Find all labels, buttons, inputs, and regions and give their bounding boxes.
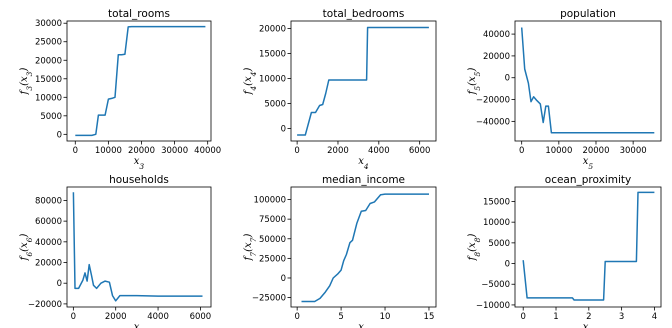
x-tick-label: 2 — [586, 312, 591, 322]
chart-title: ocean_proximity — [545, 174, 631, 186]
subplot-median-income: median_income 0 5 10 15 −25000 0 25000 50000 7500… — [243, 174, 437, 328]
y-tick-label: 5000 — [40, 112, 62, 122]
y-tick-label: 10000 — [259, 75, 286, 85]
y-tick-label: 10000 — [483, 218, 510, 228]
chart-title: median_income — [322, 174, 405, 186]
x-axis-label: x5 — [583, 156, 594, 171]
series-line — [301, 193, 429, 303]
chart-title: total_bedrooms — [323, 8, 405, 20]
x-tick-label: 3 — [619, 312, 624, 322]
y-axis-label: f4(x4) — [243, 68, 258, 96]
x-tick-label: 10000 — [545, 146, 572, 156]
y-tick-label: 0 — [505, 260, 510, 270]
y-tick-label: 80000 — [35, 196, 62, 206]
y-tick-label: 15000 — [35, 75, 62, 85]
y-axis-label: f8(x8) — [467, 234, 482, 262]
y-tick-label: 25000 — [35, 38, 62, 48]
x-tick-label: 20000 — [128, 146, 155, 156]
y-tick-label: 25000 — [259, 254, 286, 264]
x-axis-label: x7 — [358, 322, 369, 328]
y-axis-label: f7(x7) — [243, 234, 258, 262]
y-tick-label: 100000 — [254, 196, 286, 206]
x-tick-label: 6000 — [190, 312, 212, 322]
subplot-total-rooms: total_rooms 0 10000 20000 30000 40000 0 5000 100… — [19, 8, 221, 171]
y-tick-label: 20000 — [259, 25, 286, 35]
series-line — [522, 191, 655, 301]
x-tick-label: 0 — [520, 312, 525, 322]
subplot-households: households 0 2000 4000 6000 −20000 0 20000 40000… — [19, 174, 212, 328]
y-tick-label: 40000 — [483, 30, 510, 40]
y-axis-label: f6(x6) — [19, 234, 34, 262]
x-tick-label: 10000 — [95, 146, 122, 156]
y-tick-label: 40000 — [35, 238, 62, 248]
chart-title: population — [560, 8, 616, 20]
x-tick-label: 0 — [294, 312, 299, 322]
y-tick-label: 50000 — [259, 235, 286, 245]
y-tick-label: −10000 — [476, 301, 510, 311]
y-axis-label: f5(x5) — [467, 68, 482, 96]
series-line — [75, 25, 206, 137]
x-tick-label: 15 — [424, 312, 435, 322]
x-tick-label: 4000 — [147, 312, 169, 322]
axes-frame — [290, 186, 437, 308]
x-tick-label: 5 — [338, 312, 343, 322]
y-axis-label: f3(x3) — [19, 68, 34, 96]
subplot-total-bedrooms: total_bedrooms 0 2000 4000 6000 0 5000 10000 150… — [243, 8, 437, 171]
x-tick-label: 0 — [73, 146, 78, 156]
y-tick-label: 0 — [281, 274, 286, 284]
x-tick-label: 6000 — [409, 146, 431, 156]
x-tick-label: 2000 — [105, 312, 127, 322]
x-tick-label: 0 — [519, 146, 524, 156]
x-axis-label: x8 — [583, 322, 594, 328]
x-axis-label: x6 — [134, 322, 145, 328]
series-line — [520, 27, 655, 134]
y-tick-label: −40000 — [476, 117, 510, 127]
y-tick-label: 15000 — [259, 50, 286, 60]
y-tick-label: 20000 — [483, 52, 510, 62]
x-tick-label: 40000 — [194, 146, 221, 156]
y-tick-label: −5000 — [481, 280, 510, 290]
x-axis-label: x4 — [358, 156, 369, 171]
y-tick-label: 20000 — [35, 56, 62, 66]
y-tick-label: 10000 — [35, 93, 62, 103]
axes-frame — [514, 186, 662, 308]
y-tick-label: 20000 — [35, 259, 62, 269]
x-tick-label: 0 — [71, 312, 76, 322]
x-tick-label: 20000 — [582, 146, 609, 156]
x-tick-label: 4000 — [368, 146, 390, 156]
subplot-ocean-proximity: ocean_proximity 0 1 2 3 4 −10000 −5000 0 5000 1000… — [467, 174, 662, 328]
y-tick-label: 60000 — [35, 217, 62, 227]
y-tick-label: 75000 — [259, 215, 286, 225]
x-axis-label: x3 — [134, 156, 145, 171]
x-tick-label: 4 — [652, 312, 657, 322]
y-tick-label: 0 — [505, 74, 510, 84]
y-tick-label: 5000 — [488, 239, 510, 249]
y-tick-label: 30000 — [35, 19, 62, 29]
x-tick-label: 2000 — [327, 146, 349, 156]
axes-frame — [290, 20, 437, 142]
series-line — [72, 192, 203, 302]
chart-title: households — [109, 174, 169, 186]
y-tick-label: −25000 — [252, 294, 286, 304]
x-tick-label: 1 — [553, 312, 558, 322]
y-tick-label: 0 — [57, 130, 62, 140]
y-tick-label: 5000 — [264, 100, 286, 110]
y-tick-label: −20000 — [28, 300, 62, 310]
x-tick-label: 30000 — [620, 146, 647, 156]
y-tick-label: 0 — [57, 279, 62, 289]
axes-frame — [66, 186, 212, 308]
x-tick-label: 0 — [294, 146, 299, 156]
axes-frame — [66, 20, 212, 142]
x-tick-label: 10 — [380, 312, 391, 322]
series-line — [297, 26, 429, 136]
y-tick-label: −20000 — [476, 96, 510, 106]
chart-title: total_rooms — [108, 8, 170, 20]
subplot-population: population 0 10000 20000 30000 −40000 −20000 0 2… — [467, 8, 662, 171]
y-tick-label: 15000 — [483, 197, 510, 207]
x-tick-label: 30000 — [161, 146, 188, 156]
y-tick-label: 0 — [281, 125, 286, 135]
axes-frame — [514, 20, 662, 142]
